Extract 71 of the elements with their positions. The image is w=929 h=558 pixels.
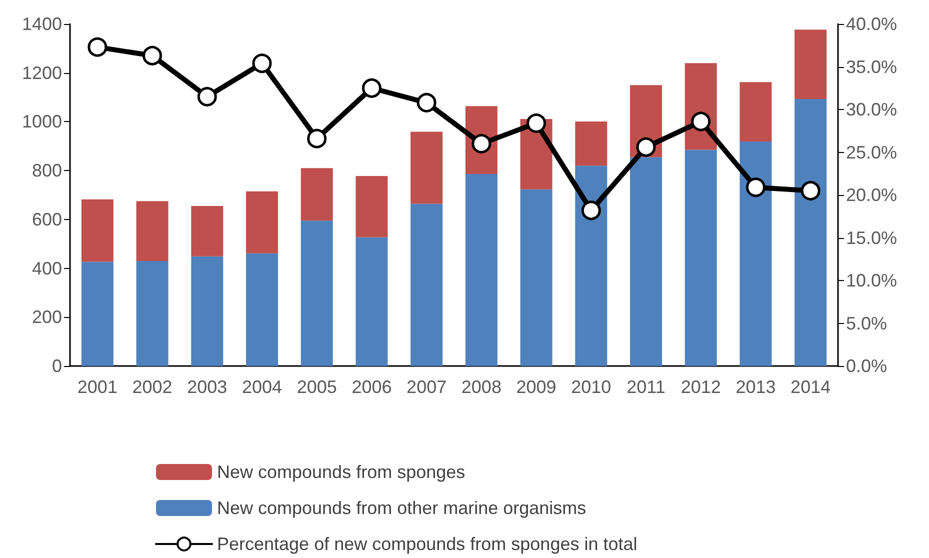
point — [307, 128, 327, 148]
x-tick-label: 2006 — [352, 377, 392, 397]
x-tick-label: 2007 — [406, 377, 447, 397]
point — [252, 54, 272, 74]
point — [581, 200, 601, 220]
y2-tick-label: 5.0% — [846, 313, 888, 334]
y-tick-label: 0 — [52, 356, 62, 376]
bar — [191, 206, 224, 256]
point — [142, 46, 162, 66]
x-tick-label: 2001 — [77, 377, 118, 397]
x-tick-label: 2012 — [680, 377, 721, 397]
x-tick-label: 2014 — [790, 377, 831, 397]
y-tick-label: 600 — [32, 209, 62, 230]
y-tick-label: 200 — [32, 307, 62, 328]
point — [362, 78, 382, 98]
bar — [684, 150, 717, 366]
bar — [410, 132, 443, 204]
bar — [630, 157, 662, 366]
bar — [575, 166, 608, 366]
point — [88, 37, 108, 57]
bar — [191, 256, 224, 366]
x-tick-label: 2005 — [296, 377, 337, 397]
bar — [136, 260, 168, 366]
bar — [575, 121, 608, 166]
y-tick-label: 1400 — [22, 14, 62, 34]
y2-tick-label: 40.0% — [846, 14, 898, 34]
legend-label: New compounds from sponges — [217, 462, 466, 482]
x-tick-label: 2013 — [736, 377, 776, 397]
y2-tick-label: 0.0% — [846, 356, 888, 376]
x-tick-label: 2010 — [571, 377, 612, 397]
point — [636, 137, 656, 157]
y-tick-label: 800 — [32, 160, 62, 181]
y2-tick-label: 30.0% — [846, 100, 898, 120]
x-tick-label: 2009 — [516, 377, 556, 397]
bar — [410, 204, 443, 366]
bar — [740, 142, 772, 366]
y-tick-label: 1200 — [22, 62, 62, 83]
bar — [246, 253, 278, 366]
y-tick-label: 400 — [32, 258, 62, 278]
bar — [246, 191, 278, 254]
point — [691, 112, 711, 132]
bar — [300, 168, 333, 221]
x-tick-label: 2004 — [242, 377, 282, 397]
legend-label: New compounds from other marine organisms — [217, 498, 586, 518]
bar — [81, 199, 114, 262]
legend-label: Percentage of new compounds from sponges in total — [217, 534, 638, 554]
y2-tick-label: 20.0% — [846, 185, 898, 205]
point — [746, 178, 766, 198]
point — [197, 86, 217, 106]
y2-tick-label: 10.0% — [846, 270, 898, 290]
bar — [465, 174, 498, 366]
bar — [794, 98, 827, 366]
y2-tick-label: 25.0% — [846, 142, 898, 162]
bar — [794, 30, 827, 99]
bar — [356, 176, 388, 238]
y2-tick-label: 15.0% — [846, 228, 898, 248]
bar — [356, 237, 388, 366]
x-tick-label: 2003 — [187, 377, 228, 397]
bar — [81, 262, 114, 366]
point — [526, 113, 546, 133]
bar — [136, 201, 168, 261]
y2-tick-label: 35.0% — [846, 56, 898, 77]
x-tick-label: 2008 — [461, 377, 502, 397]
x-tick-label: 2002 — [132, 377, 172, 397]
bar — [300, 220, 333, 366]
y-tick-label: 1000 — [22, 112, 62, 132]
point — [800, 180, 820, 200]
x-tick-label: 2011 — [626, 377, 666, 397]
point — [416, 92, 436, 112]
bar — [520, 189, 552, 366]
bar — [740, 82, 772, 142]
